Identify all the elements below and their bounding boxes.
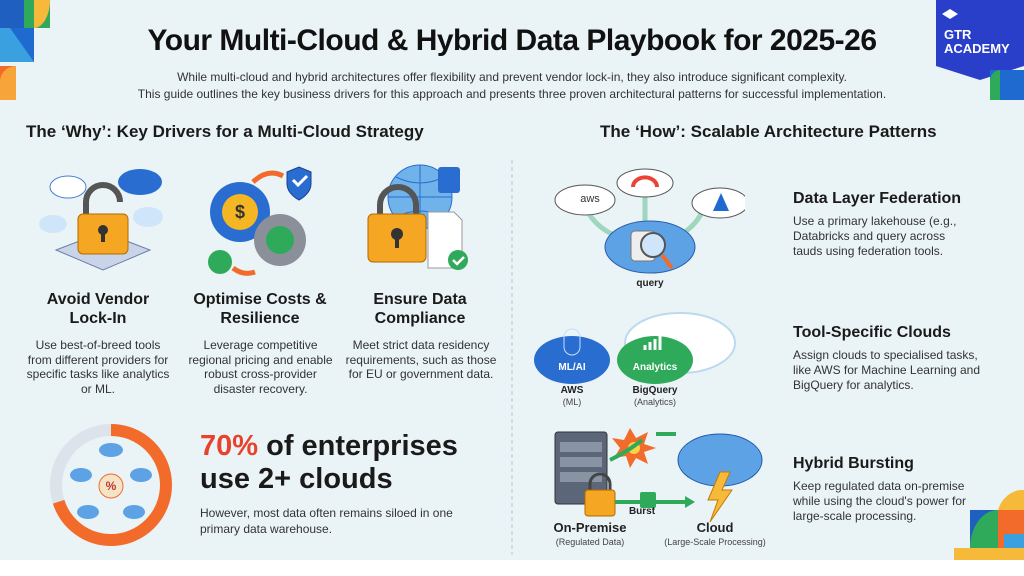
logo-ribbon xyxy=(936,0,1024,80)
server-rack-icon xyxy=(554,431,608,505)
aws-ml-sublabel: (ML) xyxy=(562,397,582,407)
svg-text:$: $ xyxy=(235,202,245,222)
lightning-icon xyxy=(707,471,733,523)
stat-donut-fill xyxy=(50,424,172,546)
corner-decoration-top-left xyxy=(0,0,50,100)
how-section-heading: The ‘How’: Scalable Architecture Pattern… xyxy=(600,122,937,141)
stat-highlight: 70% xyxy=(200,430,259,462)
on-premise-sublabel: (Regulated Data) xyxy=(555,537,625,547)
azure-cloud-icon xyxy=(691,187,745,219)
stat-headline: 70% of enterprises use 2+ clouds xyxy=(200,430,458,496)
on-premise-label: On-Premise xyxy=(553,520,627,535)
section-divider xyxy=(511,160,513,555)
subtitle-line-1: While multi-cloud and hybrid architectur… xyxy=(177,70,847,84)
federation-diagram xyxy=(554,168,745,274)
burst-label: Burst xyxy=(628,506,656,517)
page-title: Your Multi-Cloud & Hybrid Data Playbook … xyxy=(147,24,877,57)
driver-title-costs-resilience: Optimise Costs & Resilience xyxy=(193,291,327,327)
query-label: query xyxy=(636,278,664,289)
driver-body-data-compliance: Meet strict data residency requirements,… xyxy=(345,338,497,381)
driver-title-data-compliance: Ensure Data Compliance xyxy=(373,291,467,327)
magnifier-icon xyxy=(640,232,666,258)
subtitle-line-2: This guide outlines the key business dri… xyxy=(137,87,887,101)
driver-body-vendor-lock-in: Use best-of-breed tools from different p… xyxy=(26,338,170,396)
google-cloud-icon xyxy=(616,168,674,198)
aws-label: aws xyxy=(580,193,600,205)
pattern-body-tool-specific: Assign clouds to specialised tasks, like… xyxy=(793,348,980,392)
cloud-label: Cloud xyxy=(696,520,734,535)
tool-specific-diagram xyxy=(534,312,736,384)
pattern-title-tool-specific: Tool-Specific Clouds xyxy=(793,324,951,341)
infographic: GTR ACADEMY Your Multi-Cloud & Hybrid Da… xyxy=(0,0,1024,560)
stat-line1: of enterprises xyxy=(258,430,458,462)
hybrid-bursting-diagram xyxy=(554,428,763,523)
analytics-cloud xyxy=(617,336,693,384)
stat-line2: use 2+ clouds xyxy=(200,463,393,495)
stat-note: However, most data often remains siloed … xyxy=(200,506,453,536)
corner-decoration-top-right xyxy=(990,70,1024,100)
cloud-sublabel: (Large-Scale Processing) xyxy=(664,537,766,547)
svg-text:%: % xyxy=(106,479,117,493)
gears-shield-icon: $ xyxy=(208,166,312,276)
why-section-heading: The ‘Why’: Key Drivers for a Multi-Cloud… xyxy=(26,122,424,141)
bigquery-label: BigQuery xyxy=(632,385,678,396)
driver-title-vendor-lock-in: Avoid Vendor Lock-In xyxy=(46,291,150,327)
brain-icon xyxy=(563,328,581,356)
pattern-title-federation: Data Layer Federation xyxy=(793,190,962,207)
aws-cloud-icon xyxy=(554,184,616,216)
pattern-body-federation: Use a primary lakehouse (e.g., Databrick… xyxy=(793,214,957,258)
bar-chart-icon xyxy=(643,336,662,350)
ml-ai-cloud xyxy=(534,336,610,384)
analytics-label: Analytics xyxy=(632,362,678,373)
stat-donut: % xyxy=(50,424,172,546)
globe-lock-document-icon xyxy=(367,164,468,270)
ml-ai-label: ML/AI xyxy=(558,362,586,373)
padlock-clouds-icon xyxy=(39,169,163,271)
bigquery-sublabel: (Analytics) xyxy=(633,397,676,407)
pattern-body-hybrid-bursting: Keep regulated data on-premise while usi… xyxy=(793,479,967,523)
aws-ml-label: AWS xyxy=(560,385,584,396)
corner-decoration-bottom-right xyxy=(954,490,1024,560)
pattern-title-hybrid-bursting: Hybrid Bursting xyxy=(793,455,914,472)
logo-text: GTR ACADEMY xyxy=(944,27,1010,56)
percent-icon: % xyxy=(70,443,152,519)
driver-body-costs-resilience: Leverage competitive regional pricing an… xyxy=(188,338,333,396)
